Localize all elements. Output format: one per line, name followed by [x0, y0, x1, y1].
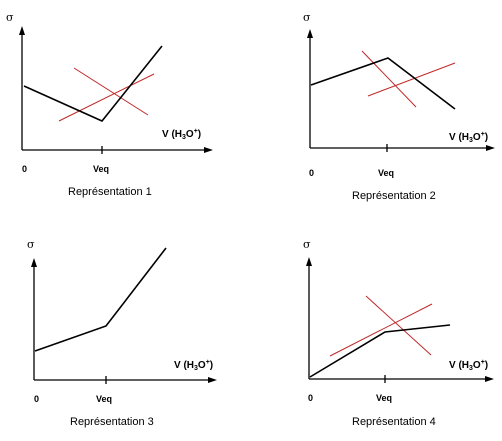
- tangent-line: [365, 295, 432, 356]
- veq-label: Veq: [378, 168, 394, 178]
- y-axis-arrow-icon: [19, 26, 25, 35]
- y-axis-arrow-icon: [306, 257, 312, 266]
- x-axis-label: V (H3O+): [449, 131, 488, 144]
- tangent-line: [73, 67, 149, 116]
- panel-representation-4: σ V (H3O+) 0 Veq Représentation 4: [303, 238, 494, 428]
- y-axis-arrow-icon: [307, 29, 313, 38]
- conductivity-curve: [23, 45, 163, 122]
- tangent-line: [58, 73, 155, 122]
- sigma-label: σ: [27, 238, 35, 251]
- panel-representation-1: σ V (H3O+) 0 Veq Représentation 1: [6, 11, 213, 198]
- panel-caption: Représentation 3: [70, 416, 154, 428]
- conductivity-curve: [310, 57, 456, 110]
- origin-label: 0: [34, 394, 39, 404]
- panel-caption: Représentation 1: [68, 186, 152, 198]
- veq-label: Veq: [96, 394, 112, 404]
- x-axis-label: V (H3O+): [174, 359, 213, 372]
- panel-representation-2: σ V (H3O+) 0 Veq Représentation 2: [303, 11, 495, 202]
- conductivity-curve: [309, 324, 451, 378]
- panel-caption: Représentation 4: [352, 416, 436, 428]
- sigma-label: σ: [303, 11, 311, 24]
- x-axis-arrow-icon: [208, 377, 217, 383]
- tangent-line: [329, 303, 433, 357]
- conductivity-curve: [34, 247, 167, 352]
- x-axis-label: V (H3O+): [162, 128, 201, 141]
- panel-representation-3: σ V (H3O+) 0 Veq Représentation 3: [27, 238, 217, 428]
- x-axis-label: V (H3O+): [449, 359, 488, 372]
- sigma-label: σ: [6, 11, 14, 24]
- veq-label: Veq: [93, 164, 109, 174]
- panel-caption: Représentation 2: [352, 190, 436, 202]
- sigma-label: σ: [303, 238, 311, 251]
- veq-label: Veq: [376, 393, 392, 403]
- tangent-line: [361, 50, 417, 108]
- tangent-line: [367, 62, 456, 97]
- x-axis-arrow-icon: [486, 145, 495, 151]
- origin-label: 0: [308, 393, 313, 403]
- y-axis-arrow-icon: [31, 258, 37, 267]
- origin-label: 0: [22, 164, 27, 174]
- origin-label: 0: [309, 168, 314, 178]
- x-axis-arrow-icon: [485, 376, 494, 382]
- x-axis-arrow-icon: [204, 147, 213, 153]
